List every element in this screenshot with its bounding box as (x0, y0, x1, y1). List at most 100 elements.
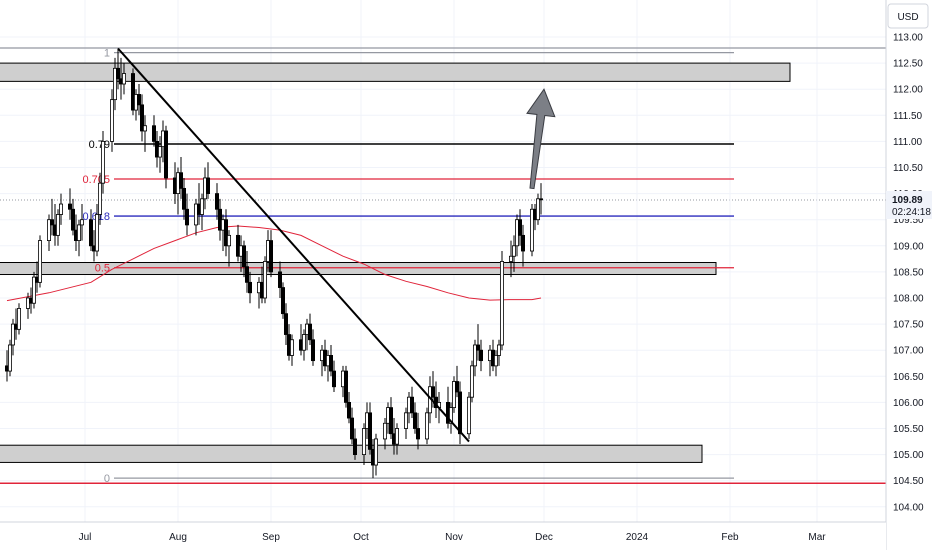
candle-body (139, 104, 144, 132)
candle-body (16, 308, 21, 330)
fib-level-label: 0.79 (89, 139, 110, 151)
candle (199, 193, 204, 231)
candle (521, 224, 526, 267)
fib-level-label: 1 (104, 48, 110, 60)
moving-average (6, 225, 542, 302)
candle (301, 329, 306, 361)
x-tick-label: Aug (169, 532, 187, 543)
zone-rect[interactable] (0, 444, 703, 463)
candle-body (457, 391, 462, 435)
candle (469, 360, 474, 403)
currency-label: USD (897, 12, 918, 23)
fib-level-label: 0.705 (82, 174, 110, 186)
candle-body (101, 140, 106, 184)
candle (122, 63, 127, 95)
candle (536, 193, 541, 225)
candle (307, 313, 312, 345)
candle (512, 235, 517, 272)
candle-body (409, 396, 414, 414)
candle-body (277, 271, 282, 288)
candle-body (113, 67, 118, 101)
candle-body (199, 198, 204, 215)
candle-body (283, 313, 288, 335)
candle (10, 318, 15, 356)
candle-body (68, 203, 73, 210)
candle-body (388, 407, 393, 435)
candle (472, 339, 477, 377)
candle (214, 183, 219, 220)
y-tick-label: 104.50 (893, 476, 924, 487)
y-tick-label: 108.50 (893, 267, 924, 278)
candle-body (361, 428, 366, 456)
candle-body (346, 401, 351, 419)
candle (518, 209, 523, 246)
candle-body (205, 177, 210, 195)
candle-body (499, 261, 504, 346)
y-tick-label: 106.50 (893, 372, 924, 383)
candle (184, 193, 189, 236)
x-tick-label: Jul (79, 532, 92, 543)
candle-body (539, 198, 544, 201)
zone-rect[interactable] (0, 62, 791, 82)
candle-body (95, 214, 100, 252)
candle-body (77, 224, 82, 241)
candle-body (475, 344, 480, 351)
candle (38, 235, 43, 288)
forecast-arrow[interactable] (526, 88, 556, 190)
candle (151, 115, 156, 147)
candle (157, 136, 162, 173)
zone-rect[interactable] (0, 262, 717, 276)
candle (409, 386, 414, 419)
candle (361, 423, 366, 466)
plot-background (0, 0, 886, 522)
candle-body (448, 407, 453, 424)
candle (98, 172, 103, 225)
downtrend-line[interactable] (117, 47, 470, 443)
candle (289, 334, 294, 366)
fib-level-label: 0 (104, 473, 110, 485)
candle (181, 177, 186, 220)
candle-body (89, 219, 94, 247)
candle-body (307, 323, 312, 341)
candle (412, 402, 417, 434)
candle (451, 376, 456, 413)
candle (268, 230, 273, 278)
drawings[interactable] (117, 47, 556, 443)
y-tick-label: 111.50 (893, 111, 923, 122)
y-tick-label: 107.00 (893, 346, 924, 357)
candle (262, 256, 267, 304)
candle (415, 412, 420, 450)
candle (539, 183, 544, 215)
candle (448, 402, 453, 434)
candle-body (38, 240, 43, 283)
currency-box[interactable] (887, 3, 929, 29)
candle-body (151, 125, 156, 142)
time-axis[interactable]: Jul Aug Sep Oct Nov Dec 2024 Feb Mar (0, 521, 886, 550)
candle-body (382, 422, 387, 440)
candle-body (142, 125, 147, 132)
candle-body (163, 130, 168, 179)
candle (373, 433, 378, 476)
candle (89, 209, 94, 252)
candle (47, 214, 52, 252)
candle-body (518, 219, 523, 236)
candle-body (424, 412, 429, 440)
candle-body (367, 412, 372, 450)
candle (466, 391, 471, 439)
candle-body (122, 73, 127, 85)
candle (136, 83, 141, 116)
price-zones[interactable] (0, 62, 886, 485)
candle (475, 324, 480, 361)
candle-body (71, 208, 76, 231)
candle (388, 397, 393, 439)
candle (77, 219, 82, 257)
candle (205, 162, 210, 199)
candle-body (184, 208, 189, 226)
last-price-value: 109.89 (892, 195, 923, 206)
y-tick-label: 105.50 (893, 424, 924, 435)
price-axis[interactable]: USD 113.00 112.50 112.00 111.50 111.00 110.50… (885, 0, 932, 550)
candle-body (310, 339, 315, 362)
candle (499, 251, 504, 351)
candle-body (110, 99, 115, 142)
